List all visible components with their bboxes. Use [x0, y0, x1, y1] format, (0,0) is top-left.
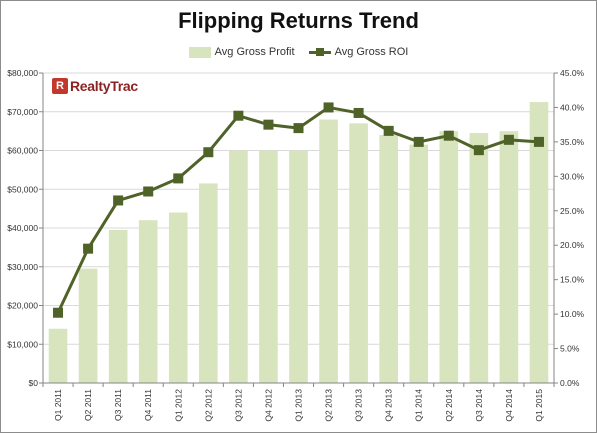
y-left-tick-label: $20,000: [7, 301, 38, 311]
y-left-tick-label: $80,000: [7, 68, 38, 78]
y-left-tick-label: $70,000: [7, 107, 38, 117]
bar-q2-2011: [78, 268, 98, 383]
x-tick-label: Q1 2015: [534, 389, 544, 422]
bar-q2-2012: [199, 183, 218, 383]
x-tick-label: Q4 2014: [504, 389, 514, 422]
bar-q2-2014: [439, 131, 459, 383]
roi-point-q3-2013: [353, 107, 364, 118]
bar-q1-2013: [289, 150, 308, 383]
legend-item-profit: Avg Gross Profit: [188, 46, 295, 58]
roi-point-q3-2012: [233, 110, 244, 121]
x-tick-label: Q3 2012: [233, 389, 243, 422]
bar-q4-2014: [499, 131, 519, 383]
roi-point-q2-2013: [323, 102, 334, 113]
roi-point-q2-2011: [83, 243, 94, 254]
y-right-tick-label: 30.0%: [560, 171, 585, 181]
roi-point-q4-2014: [503, 134, 514, 145]
y-right-tick-label: 35.0%: [560, 137, 585, 147]
x-tick-label: Q2 2012: [203, 389, 213, 422]
legend-label-roi: Avg Gross ROI: [334, 46, 409, 58]
chart-legend: Avg Gross Profit Avg Gross ROI: [0, 46, 597, 58]
bar-q1-2015: [529, 102, 549, 383]
bar-q1-2012: [168, 212, 188, 383]
legend-label-profit: Avg Gross Profit: [214, 46, 295, 58]
roi-point-q1-2013: [293, 123, 304, 134]
bar-q4-2012: [259, 150, 278, 383]
x-tick-label: Q2 2014: [444, 389, 454, 422]
bar-q3-2014: [469, 133, 489, 383]
roi-point-q1-2015: [533, 136, 544, 147]
house-logo-icon: R: [52, 78, 68, 94]
bar-q4-2011: [138, 220, 158, 383]
y-right-tick-label: 40.0%: [560, 102, 585, 112]
bar-q3-2013: [349, 123, 368, 383]
bar-q1-2014: [409, 144, 429, 383]
x-tick-label: Q4 2013: [384, 389, 394, 422]
x-tick-label: Q4 2011: [143, 389, 153, 421]
chart-title: Flipping Returns Trend: [178, 8, 419, 33]
x-tick-label: Q1 2011: [53, 389, 63, 421]
y-right-tick-label: 45.0%: [560, 68, 585, 78]
y-right-tick-label: 5.0%: [560, 344, 580, 354]
roi-point-q4-2011: [143, 186, 154, 197]
x-tick-label: Q4 2012: [263, 389, 273, 422]
x-tick-label: Q2 2013: [324, 389, 334, 422]
bar-q3-2011: [108, 229, 128, 383]
y-left-tick-label: $60,000: [7, 146, 38, 156]
y-left-tick-label: $50,000: [7, 184, 38, 194]
x-tick-label: Q1 2014: [414, 389, 424, 422]
x-tick-label: Q3 2011: [113, 389, 123, 421]
logo-text: RealtyTrac: [70, 78, 138, 94]
y-right-tick-label: 20.0%: [560, 240, 585, 250]
roi-point-q4-2012: [263, 119, 274, 130]
realtytrac-logo: R RealtyTrac: [50, 77, 140, 95]
x-tick-label: Q3 2013: [354, 389, 364, 422]
y-right-tick-label: 0.0%: [560, 378, 580, 388]
y-left-tick-label: $0: [29, 378, 39, 388]
x-tick-label: Q2 2011: [83, 389, 93, 421]
roi-point-q3-2011: [113, 195, 124, 206]
bar-q1-2011: [48, 328, 68, 383]
legend-swatch-line: [308, 47, 331, 58]
roi-point-q1-2014: [413, 136, 424, 147]
legend-item-roi: Avg Gross ROI: [308, 46, 409, 58]
bar-q2-2013: [319, 119, 338, 383]
bar-q3-2012: [229, 150, 248, 383]
y-left-tick-label: $10,000: [7, 339, 38, 349]
roi-point-q2-2014: [443, 130, 454, 141]
roi-point-q4-2013: [383, 125, 394, 136]
y-right-tick-label: 10.0%: [560, 309, 585, 319]
y-left-tick-label: $40,000: [7, 223, 38, 233]
y-right-tick-label: 25.0%: [560, 206, 585, 216]
y-right-tick-label: 15.0%: [560, 275, 585, 285]
roi-point-q2-2012: [203, 147, 214, 158]
roi-point-q3-2014: [473, 145, 484, 156]
x-tick-label: Q1 2013: [294, 389, 304, 422]
roi-point-q1-2012: [173, 173, 184, 184]
roi-point-q1-2011: [53, 307, 64, 318]
x-tick-label: Q1 2012: [173, 389, 183, 422]
legend-swatch-bar: [188, 46, 211, 58]
x-tick-label: Q3 2014: [474, 389, 484, 422]
bar-q4-2013: [379, 135, 398, 383]
y-left-tick-label: $30,000: [7, 262, 38, 272]
